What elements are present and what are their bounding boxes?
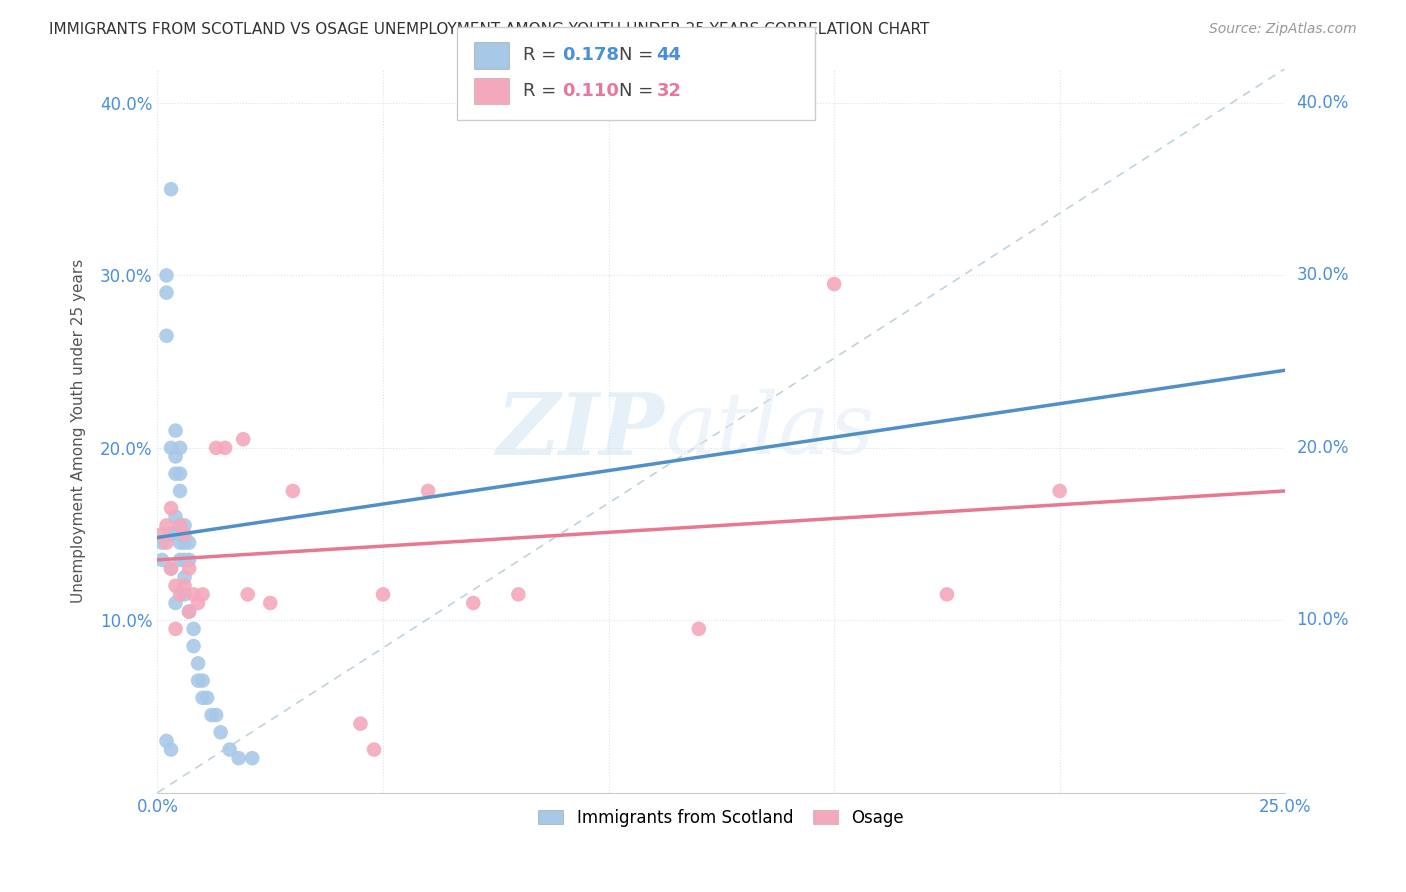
Point: [508, 587, 530, 601]
Text: atlas: atlas: [665, 389, 875, 472]
Text: N =: N =: [619, 82, 658, 100]
Text: 40.0%: 40.0%: [1296, 94, 1348, 112]
Point: [155, 518, 177, 533]
Text: 10.0%: 10.0%: [1296, 611, 1348, 629]
Point: [183, 622, 205, 636]
Text: N =: N =: [619, 46, 658, 64]
Point: [165, 622, 187, 636]
Point: [191, 690, 214, 705]
Point: [165, 579, 187, 593]
Point: [169, 553, 191, 567]
Text: 0.110: 0.110: [562, 82, 619, 100]
Point: [201, 708, 224, 723]
Point: [177, 605, 200, 619]
Point: [240, 751, 263, 765]
Point: [173, 518, 195, 533]
Point: [169, 483, 191, 498]
Point: [349, 716, 371, 731]
Point: [155, 328, 177, 343]
Text: Source: ZipAtlas.com: Source: ZipAtlas.com: [1209, 22, 1357, 37]
Point: [191, 587, 214, 601]
Legend: Immigrants from Scotland, Osage: Immigrants from Scotland, Osage: [530, 800, 912, 835]
Point: [165, 450, 187, 464]
Point: [688, 622, 710, 636]
Point: [160, 441, 183, 455]
Text: ZIP: ZIP: [498, 389, 665, 473]
Text: 44: 44: [657, 46, 682, 64]
Point: [191, 673, 214, 688]
Point: [165, 527, 187, 541]
Text: IMMIGRANTS FROM SCOTLAND VS OSAGE UNEMPLOYMENT AMONG YOUTH UNDER 25 YEARS CORREL: IMMIGRANTS FROM SCOTLAND VS OSAGE UNEMPL…: [49, 22, 929, 37]
Point: [173, 570, 195, 584]
Point: [173, 527, 195, 541]
Point: [371, 587, 394, 601]
Point: [177, 553, 200, 567]
Point: [205, 708, 228, 723]
Point: [259, 596, 281, 610]
Point: [1049, 483, 1071, 498]
Point: [236, 587, 259, 601]
Text: 20.0%: 20.0%: [1296, 439, 1348, 457]
Point: [155, 268, 177, 283]
Point: [169, 467, 191, 481]
Point: [418, 483, 440, 498]
Point: [177, 605, 200, 619]
Point: [187, 657, 209, 671]
Point: [150, 535, 173, 549]
Text: R =: R =: [523, 46, 562, 64]
Point: [160, 742, 183, 756]
Point: [363, 742, 385, 756]
Point: [177, 535, 200, 549]
Point: [150, 527, 173, 541]
Point: [160, 561, 183, 575]
Point: [150, 553, 173, 567]
Point: [173, 553, 195, 567]
Y-axis label: Unemployment Among Youth under 25 years: Unemployment Among Youth under 25 years: [72, 259, 86, 603]
Point: [183, 639, 205, 653]
Point: [935, 587, 957, 601]
Point: [195, 690, 218, 705]
Point: [281, 483, 304, 498]
Point: [232, 432, 254, 446]
Point: [155, 535, 177, 549]
Text: 0.178: 0.178: [562, 46, 620, 64]
Point: [214, 441, 236, 455]
Point: [187, 673, 209, 688]
Text: R =: R =: [523, 82, 562, 100]
Point: [165, 424, 187, 438]
Point: [173, 579, 195, 593]
Point: [228, 751, 250, 765]
Point: [823, 277, 845, 291]
Point: [165, 509, 187, 524]
Point: [169, 587, 191, 601]
Point: [209, 725, 232, 739]
Text: 32: 32: [657, 82, 682, 100]
Point: [160, 561, 183, 575]
Point: [169, 535, 191, 549]
Point: [177, 561, 200, 575]
Point: [165, 467, 187, 481]
Text: 30.0%: 30.0%: [1296, 267, 1348, 285]
Point: [173, 535, 195, 549]
Point: [155, 734, 177, 748]
Point: [169, 518, 191, 533]
Point: [187, 596, 209, 610]
Point: [463, 596, 485, 610]
Point: [160, 182, 183, 196]
Point: [160, 501, 183, 516]
Point: [218, 742, 240, 756]
Point: [155, 285, 177, 300]
Point: [169, 441, 191, 455]
Point: [165, 596, 187, 610]
Point: [183, 587, 205, 601]
Point: [169, 518, 191, 533]
Point: [173, 587, 195, 601]
Point: [160, 527, 183, 541]
Point: [205, 441, 228, 455]
